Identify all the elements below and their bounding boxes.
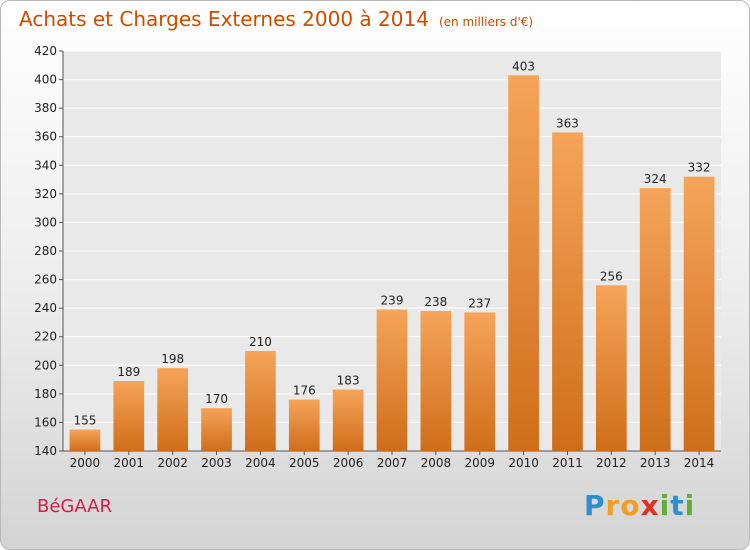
value-label-2006: 183 — [337, 374, 360, 388]
value-label-2010: 403 — [512, 59, 535, 73]
value-label-2012: 256 — [600, 269, 623, 283]
value-label-2013: 324 — [644, 172, 667, 186]
bar-2010 — [508, 75, 539, 452]
bar-2008 — [420, 311, 452, 451]
value-label-2004: 210 — [249, 335, 272, 349]
value-label-2008: 238 — [424, 295, 447, 309]
x-tick-label-2010: 2010 — [508, 456, 539, 470]
x-tick-label-2002: 2002 — [157, 456, 188, 470]
chart-unit: (en milliers d'€) — [438, 15, 534, 29]
y-tick-label: 200 — [34, 358, 57, 372]
logo-letter: x — [640, 489, 660, 522]
chart-title-text: Achats et Charges Externes 2000 à 2014 — [19, 7, 429, 31]
y-tick-label: 220 — [34, 330, 57, 344]
x-tick-label-2003: 2003 — [201, 456, 232, 470]
x-tick-label-2004: 2004 — [245, 456, 276, 470]
y-tick-label: 420 — [34, 44, 57, 58]
value-label-2003: 170 — [205, 392, 228, 406]
bar-2005 — [288, 399, 320, 451]
value-label-2005: 176 — [293, 384, 316, 398]
x-tick-label-2014: 2014 — [684, 456, 715, 470]
logo-letter: i — [659, 489, 671, 522]
bar-2012 — [595, 285, 627, 451]
y-tick-label: 280 — [34, 244, 57, 258]
value-label-2009: 237 — [468, 296, 491, 310]
y-tick-label: 360 — [34, 130, 57, 144]
y-tick-label: 160 — [34, 415, 57, 429]
y-tick-label: 140 — [34, 444, 57, 458]
logo-letter: i — [684, 489, 696, 522]
y-tick-label: 340 — [34, 158, 57, 172]
logo-letter: r — [605, 489, 621, 522]
y-tick-label: 400 — [34, 73, 57, 87]
value-label-2000: 155 — [73, 414, 96, 428]
x-tick-label-2005: 2005 — [289, 456, 320, 470]
bar-2007 — [376, 309, 408, 451]
x-tick-label-2008: 2008 — [421, 456, 452, 470]
y-tick-label: 320 — [34, 187, 57, 201]
bar-2014 — [683, 176, 715, 451]
value-label-2002: 198 — [161, 352, 184, 366]
bar-2000 — [69, 429, 101, 451]
x-tick-label-2006: 2006 — [333, 456, 364, 470]
value-label-2011: 363 — [556, 116, 579, 130]
bar-2001 — [113, 381, 145, 451]
y-tick-label: 380 — [34, 101, 57, 115]
logo-letter: P — [584, 489, 606, 522]
bar-2009 — [464, 312, 496, 451]
x-tick-label-2012: 2012 — [596, 456, 627, 470]
y-tick-label: 240 — [34, 301, 57, 315]
x-tick-label-2007: 2007 — [377, 456, 408, 470]
bar-2004 — [245, 351, 276, 451]
logo-letter: o — [620, 489, 641, 522]
bar-2013 — [639, 188, 671, 451]
y-tick-label: 300 — [34, 215, 57, 229]
y-tick-label: 260 — [34, 273, 57, 287]
x-tick-label-2011: 2011 — [552, 456, 583, 470]
x-tick-label-2013: 2013 — [640, 456, 671, 470]
x-tick-label-2001: 2001 — [114, 456, 145, 470]
x-tick-label-2000: 2000 — [70, 456, 101, 470]
y-tick-label: 180 — [34, 387, 57, 401]
value-label-2014: 332 — [688, 161, 711, 175]
proxiti-logo: Proxiti — [584, 489, 695, 522]
bar-2002 — [157, 368, 189, 451]
bar-2003 — [201, 408, 232, 451]
logo-letter: t — [670, 489, 685, 522]
bar-2006 — [332, 389, 364, 451]
x-tick-label-2009: 2009 — [464, 456, 495, 470]
value-label-2001: 189 — [117, 365, 140, 379]
bar-2011 — [552, 132, 583, 451]
chart-title: Achats et Charges Externes 2000 à 2014 (e… — [19, 7, 533, 31]
value-label-2007: 239 — [381, 294, 404, 308]
place-label: BéGAAR — [37, 496, 113, 517]
